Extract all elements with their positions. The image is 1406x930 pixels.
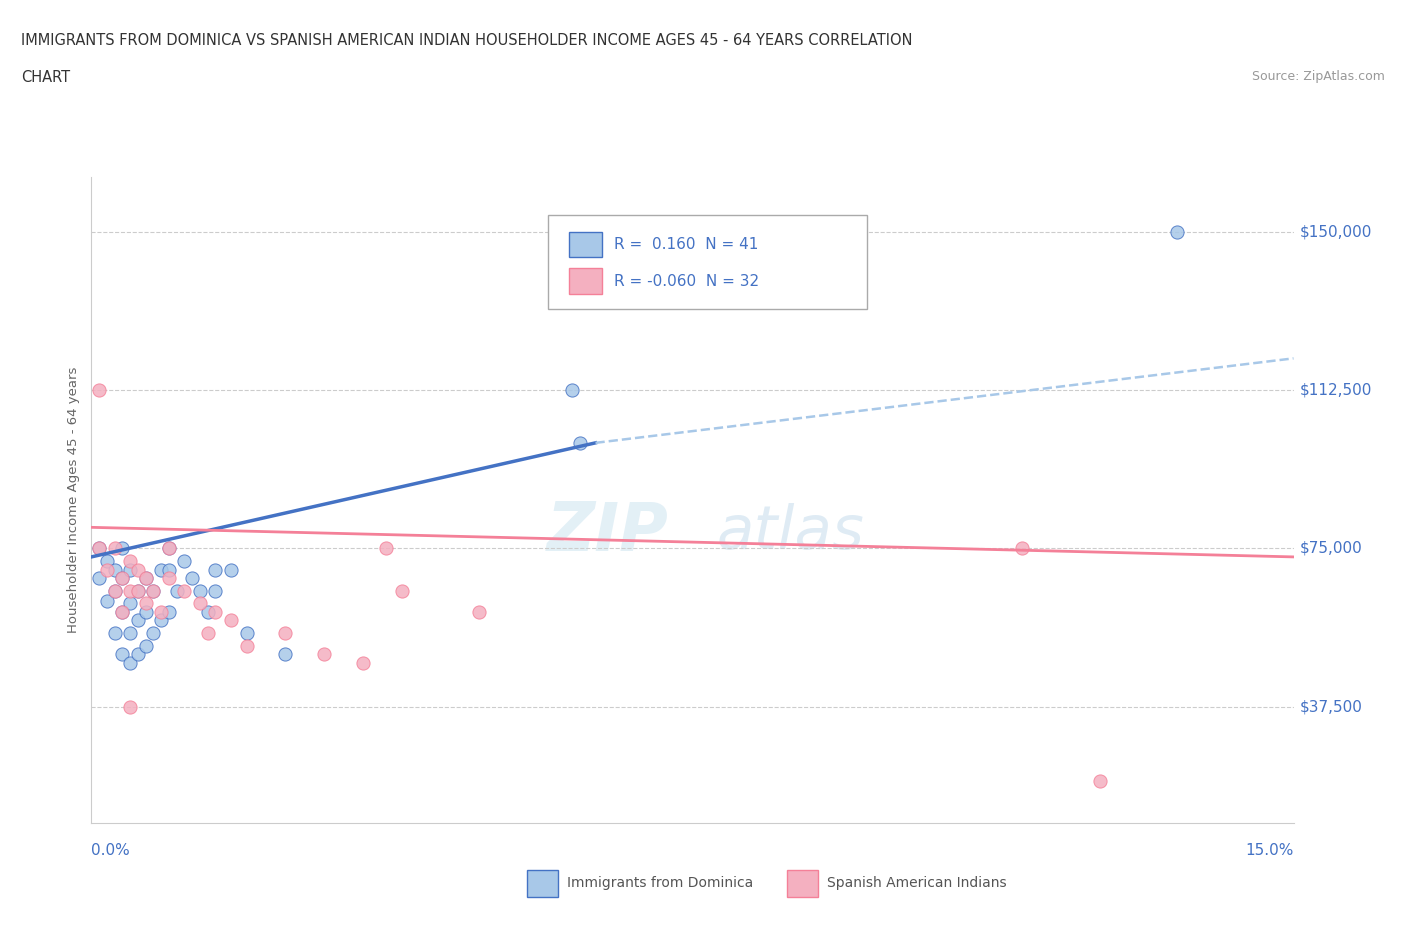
Point [188,583,211,598]
Point [120,583,142,598]
Point [197,604,219,619]
Point [235,626,257,641]
Text: R =  0.160  N = 41: R = 0.160 N = 41 [614,237,759,252]
Point [111,646,134,661]
Point [96,562,118,577]
Point [150,604,173,619]
Text: 15.0%: 15.0% [1246,844,1294,858]
Point [173,553,195,568]
Point [274,646,297,661]
Point [569,435,592,450]
Point [111,571,134,586]
Point [312,646,335,661]
Point [352,655,374,670]
Text: ZIP: ZIP [547,499,668,565]
Point [127,583,149,598]
Point [204,583,226,598]
Text: $150,000: $150,000 [1299,224,1372,239]
Point [561,382,583,397]
Point [173,583,195,598]
Bar [568,269,602,294]
Point [111,604,134,619]
Point [89,571,111,586]
Point [188,596,211,611]
Point [391,583,413,598]
Point [120,553,142,568]
Point [120,655,142,670]
Point [111,604,134,619]
Point [135,571,157,586]
Point [104,562,127,577]
Point [120,596,142,611]
Text: CHART: CHART [21,70,70,85]
Point [157,541,180,556]
Point [135,571,157,586]
Point [274,626,297,641]
Point [127,613,149,628]
Point [135,596,157,611]
Text: $112,500: $112,500 [1299,382,1372,397]
Point [89,541,111,556]
Point [468,604,491,619]
Point [120,562,142,577]
FancyBboxPatch shape [548,216,866,309]
Text: atlas: atlas [717,503,865,562]
Text: $75,000: $75,000 [1299,541,1362,556]
Point [142,626,165,641]
Point [89,382,111,397]
Point [197,626,219,641]
Point [89,541,111,556]
Point [127,583,149,598]
Point [120,699,142,714]
Point [120,626,142,641]
Point [157,562,180,577]
Text: $37,500: $37,500 [1299,699,1362,714]
Point [219,562,242,577]
Text: 0.0%: 0.0% [91,844,131,858]
Point [150,562,173,577]
Text: Immigrants from Dominica: Immigrants from Dominica [567,875,752,890]
Bar [568,232,602,258]
Text: IMMIGRANTS FROM DOMINICA VS SPANISH AMERICAN INDIAN HOUSEHOLDER INCOME AGES 45 -: IMMIGRANTS FROM DOMINICA VS SPANISH AMER… [21,33,912,47]
Point [127,562,149,577]
Y-axis label: Householder Income Ages 45 - 64 years: Householder Income Ages 45 - 64 years [67,366,80,633]
Text: Spanish American Indians: Spanish American Indians [827,875,1007,890]
Point [104,626,127,641]
Point [157,541,180,556]
Point [96,594,118,609]
Point [1088,774,1111,789]
Point [181,571,204,586]
Point [111,571,134,586]
Point [111,541,134,556]
Point [166,583,188,598]
Point [150,613,173,628]
Point [375,541,398,556]
Point [104,583,127,598]
Point [157,571,180,586]
Point [157,604,180,619]
Point [219,613,242,628]
Point [204,604,226,619]
Text: Source: ZipAtlas.com: Source: ZipAtlas.com [1251,70,1385,83]
Point [104,583,127,598]
Point [127,646,149,661]
Text: R = -0.060  N = 32: R = -0.060 N = 32 [614,274,759,289]
Point [135,638,157,653]
Point [1166,224,1188,239]
Point [142,583,165,598]
Point [235,638,257,653]
Point [204,562,226,577]
Point [142,583,165,598]
Point [104,541,127,556]
Point [1011,541,1033,556]
Point [96,553,118,568]
Point [135,604,157,619]
